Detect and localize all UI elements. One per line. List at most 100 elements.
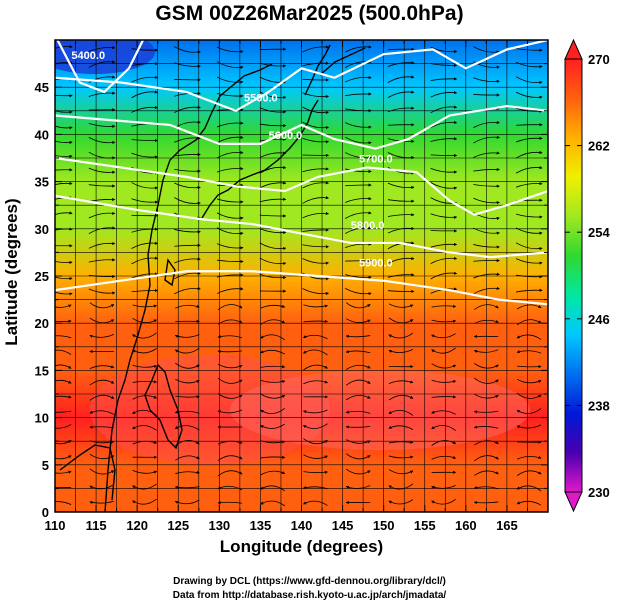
streamline <box>516 500 542 506</box>
streamline <box>345 334 371 338</box>
streamline <box>515 213 543 219</box>
streamline <box>345 274 372 280</box>
streamline <box>431 485 456 489</box>
streamline <box>55 335 72 339</box>
streamline <box>132 304 158 308</box>
streamline <box>132 348 157 354</box>
streamline <box>216 212 244 220</box>
streamline <box>345 152 372 160</box>
streamline <box>260 365 286 369</box>
streamline <box>431 440 457 446</box>
streamline <box>388 483 414 490</box>
streamline <box>302 211 329 219</box>
streamline <box>515 165 543 174</box>
streamline <box>131 62 159 66</box>
contour-label: 5400.0 <box>71 50 105 62</box>
streamline <box>474 304 499 310</box>
streamline <box>174 334 200 338</box>
colorbar-body <box>564 58 583 493</box>
streamline <box>302 409 328 414</box>
streamline <box>345 425 371 429</box>
streamline <box>515 242 543 251</box>
streamline <box>344 136 372 145</box>
y-tick-label: 45 <box>35 80 49 95</box>
streamline <box>217 470 243 477</box>
streamline <box>260 440 286 444</box>
streamline <box>431 425 456 431</box>
streamline <box>55 319 72 323</box>
colorbar-ticks: 230 238 246 254 262 270 <box>565 52 610 500</box>
streamline <box>303 319 328 323</box>
streamline <box>473 272 500 279</box>
streamline <box>259 62 287 68</box>
streamline <box>515 108 543 113</box>
streamline <box>55 154 73 158</box>
streamline <box>55 94 73 98</box>
streamline <box>387 166 415 175</box>
streamline <box>431 333 456 339</box>
streamline <box>388 394 414 401</box>
streamline <box>515 91 543 99</box>
streamline <box>217 377 243 384</box>
streamline <box>175 455 200 461</box>
streamline <box>132 498 157 505</box>
streamline <box>474 377 499 384</box>
x-tick-label: 120 <box>126 518 148 533</box>
contour-label: 5500.0 <box>244 92 278 104</box>
streamline <box>88 288 116 295</box>
streamline <box>216 227 244 236</box>
x-tick-label: 165 <box>496 518 518 533</box>
streamline <box>260 393 286 399</box>
streamline <box>474 470 499 476</box>
streamline <box>217 500 243 505</box>
colorbar: 230 238 246 254 262 270 <box>564 38 610 513</box>
streamline <box>259 214 287 218</box>
streamline <box>431 498 456 505</box>
streamline <box>431 304 457 308</box>
streamline <box>516 470 542 476</box>
x-axis-ticks: 110 115 120 125 130 135 140 145 150 155 160 165 <box>45 40 549 533</box>
streamline <box>474 319 499 324</box>
streamline <box>132 318 158 324</box>
streamline <box>302 167 329 173</box>
streamline <box>302 78 330 82</box>
x-tick-label: 135 <box>250 518 272 533</box>
streamline <box>345 75 372 83</box>
streamline <box>474 455 499 462</box>
streamline <box>217 334 243 339</box>
streamline <box>55 291 73 296</box>
x-tick-label: 150 <box>373 518 395 533</box>
x-tick-label: 110 <box>45 518 66 533</box>
streamline <box>515 61 543 69</box>
streamline <box>217 393 243 399</box>
height-contour <box>55 40 548 113</box>
streamline <box>216 273 244 278</box>
streamline <box>515 76 543 85</box>
streamline <box>132 483 157 490</box>
streamline <box>515 150 543 159</box>
streamline <box>259 151 287 158</box>
streamline <box>132 332 157 339</box>
streamline <box>430 120 458 128</box>
streamline <box>174 168 201 173</box>
streamline <box>473 46 500 54</box>
streamline <box>89 410 115 415</box>
streamline <box>302 334 328 340</box>
streamline <box>345 395 371 401</box>
streamline <box>174 46 201 54</box>
colorbar-max-arrow <box>564 38 583 60</box>
x-tick-label: 125 <box>167 518 189 533</box>
height-contour <box>55 270 548 306</box>
streamline <box>88 258 116 263</box>
streamline <box>473 227 500 235</box>
streamline <box>131 105 159 113</box>
streamline <box>55 45 73 49</box>
streamline <box>302 485 328 490</box>
streamline <box>430 182 458 190</box>
streamline <box>55 424 72 429</box>
streamline <box>387 213 415 217</box>
streamline <box>260 349 285 355</box>
streamline <box>132 364 158 369</box>
streamline <box>473 167 500 172</box>
